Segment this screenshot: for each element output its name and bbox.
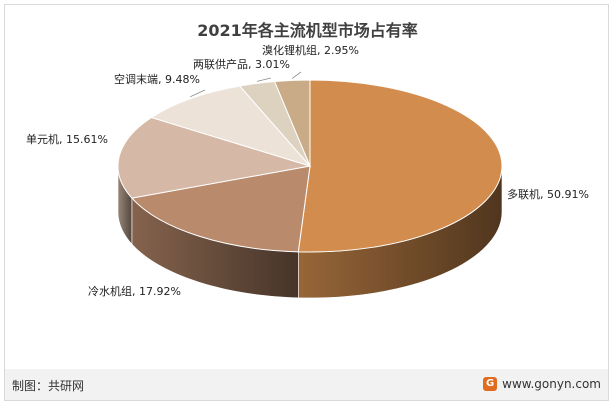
leader-line-两联供产品 [256, 77, 272, 82]
data-label-溴化锂机组: 溴化锂机组, 2.95% [262, 44, 359, 57]
pie-slice-冷水机组 [130, 165, 311, 253]
leader-line-空调末端 [190, 89, 206, 98]
data-label-两联供产品: 两联供产品, 3.01% [193, 58, 290, 71]
site-link[interactable]: G www.gonyn.com [483, 377, 601, 391]
data-label-单元机: 单元机, 15.61% [26, 133, 108, 146]
data-label-冷水机组: 冷水机组, 17.92% [88, 285, 181, 298]
pie-slice-单元机 [117, 116, 311, 199]
pie-slice-溴化锂机组 [273, 79, 311, 167]
site-url: www.gonyn.com [502, 377, 601, 391]
data-label-多联机: 多联机, 50.91% [507, 188, 589, 201]
chart-credit: 制图：共研网 [12, 379, 85, 393]
gonyn-logo-icon: G [483, 377, 498, 391]
chart-frame [4, 4, 609, 401]
leader-lines [190, 71, 302, 98]
data-label-空调末端: 空调末端, 9.48% [114, 73, 200, 86]
pie-top-faces [117, 79, 503, 253]
leader-line-溴化锂机组 [291, 71, 302, 79]
pie-slice-空调末端 [150, 85, 312, 167]
chart-title: 2021年各主流机型市场占有率 [197, 21, 418, 40]
pie-slice-多联机 [297, 79, 503, 253]
footer-bar [5, 369, 608, 400]
